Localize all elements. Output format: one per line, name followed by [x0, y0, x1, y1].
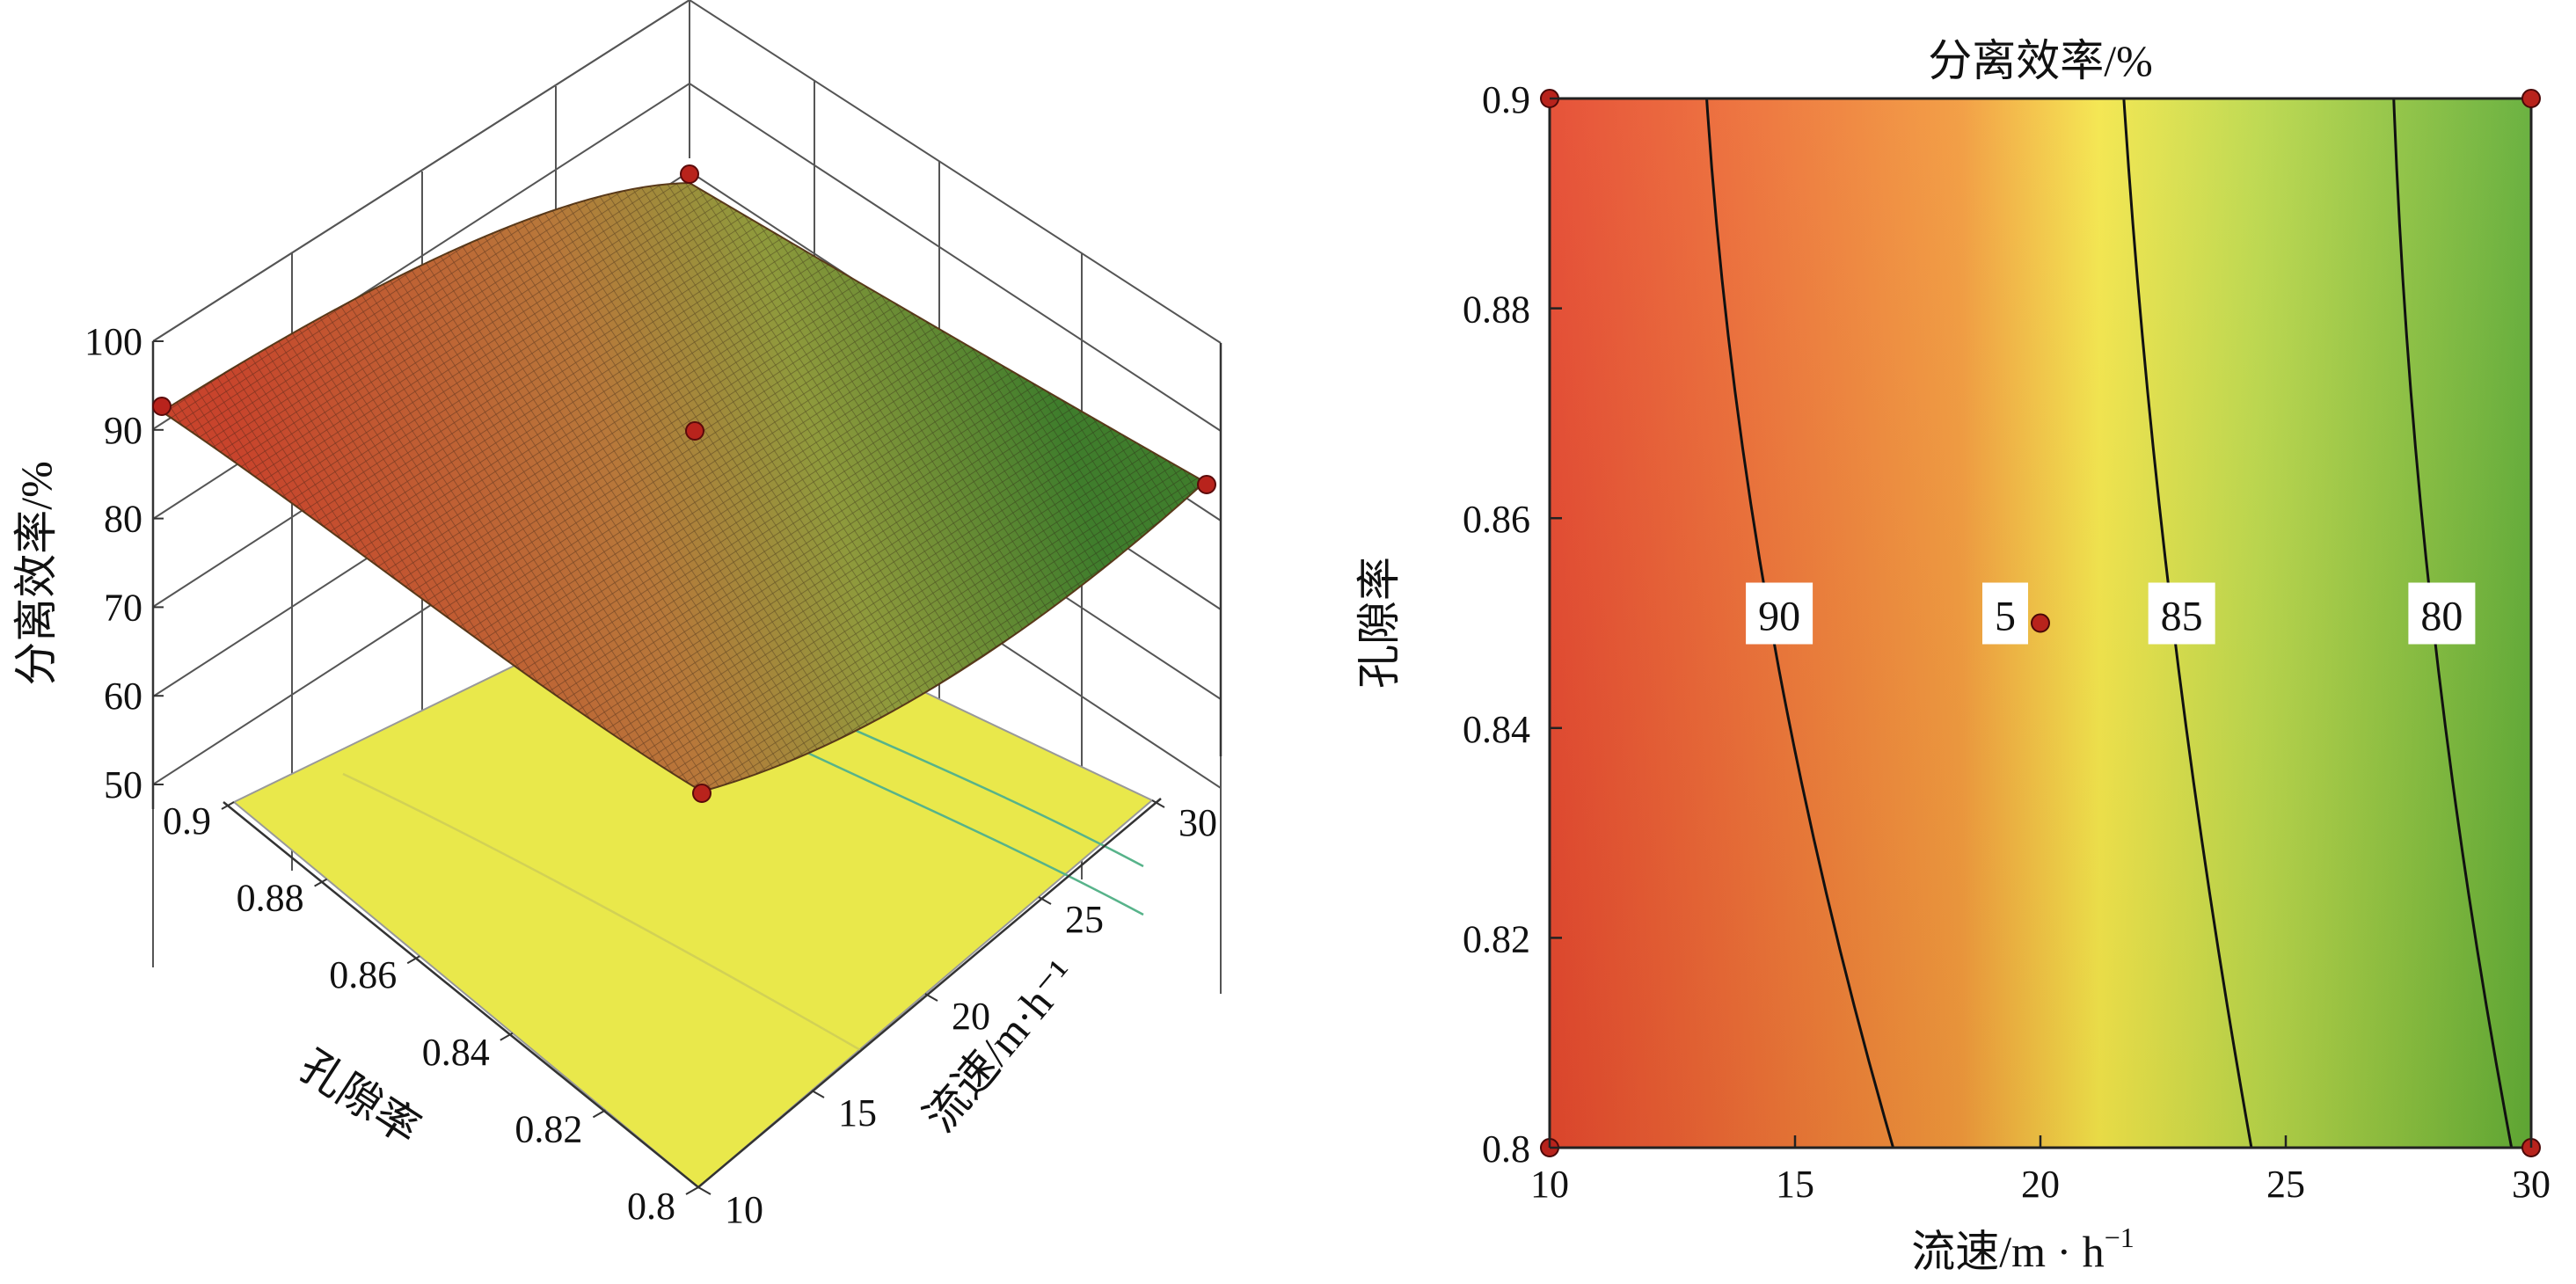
contour-y-tick: 0.9 — [1482, 78, 1562, 121]
surface-design-points — [152, 164, 1216, 803]
z-axis-ticks: 50 60 70 80 90 100 — [84, 320, 164, 806]
contour-x-tick-label: 10 — [1530, 1163, 1569, 1206]
x-tick-label: 20 — [952, 995, 990, 1038]
svg-text:85: 85 — [2161, 594, 2203, 640]
y-tick: 0.88 — [237, 877, 328, 920]
contour-title: 分离效率/% — [1928, 36, 2153, 85]
y-tick-label: 0.84 — [422, 1031, 490, 1074]
contour-x-axis-label: 流速/m · h−1 — [1911, 1222, 2134, 1276]
contour-x-tick: 15 — [1776, 1135, 1814, 1206]
z-tick: 100 — [84, 320, 164, 363]
z-tick: 70 — [104, 586, 164, 629]
contour-y-tick-label: 0.84 — [1463, 708, 1530, 751]
svg-text:80: 80 — [2420, 594, 2463, 640]
z-tick-label: 100 — [84, 320, 142, 363]
contour-x-tick-label: 15 — [1776, 1163, 1814, 1206]
surface-design-point — [1197, 475, 1216, 494]
contour-y-tick: 0.86 — [1463, 498, 1562, 541]
z-tick-label: 60 — [104, 675, 142, 718]
y-tick: 0.8 — [627, 1185, 699, 1228]
surface-design-point — [685, 421, 704, 441]
contour-x-ticks: 10 15 20 25 30 — [1530, 1135, 2550, 1206]
y-tick-label: 0.82 — [514, 1107, 582, 1150]
contour-y-tick-label: 0.86 — [1463, 498, 1530, 541]
surface-design-point — [152, 397, 171, 416]
x-tick: 20 — [924, 993, 990, 1038]
contour-design-point — [2031, 613, 2050, 633]
contour-center-label: 5 — [1982, 582, 2028, 645]
z-tick: 60 — [104, 675, 164, 718]
z-tick-label: 50 — [104, 763, 142, 806]
contour-plot: 分离效率/% 90 85 805 10 15 20 25 30 0.80.820.840.8… — [1354, 36, 2550, 1276]
contour-x-tick: 20 — [2021, 1135, 2060, 1206]
contour-x-axis-label-sup: −1 — [2105, 1222, 2135, 1253]
z-tick: 80 — [104, 498, 164, 541]
z-tick-label: 70 — [104, 586, 142, 629]
response-surface — [160, 181, 1207, 793]
z-tick: 50 — [104, 763, 164, 806]
y-tick-label: 0.86 — [329, 953, 397, 996]
z-axis-label: 分离效率/% — [11, 461, 61, 686]
contour-y-tick: 0.84 — [1463, 708, 1562, 751]
z-tick-label: 80 — [104, 498, 142, 541]
x-tick: 10 — [697, 1186, 763, 1231]
contour-label-80: 80 — [2408, 582, 2476, 645]
contour-x-axis-label-main: 流速/m · h — [1911, 1227, 2104, 1276]
contour-x-tick: 30 — [2512, 1135, 2550, 1206]
x-axis-ticks: 10 15 20 25 30 — [697, 799, 1217, 1231]
contour-label-90: 90 — [1746, 582, 1813, 645]
contour-label-85: 85 — [2148, 582, 2215, 645]
svg-text:5: 5 — [1995, 594, 2016, 640]
x-tick-label: 15 — [838, 1091, 877, 1134]
x-tick-label: 25 — [1065, 898, 1104, 941]
y-tick-label: 0.9 — [163, 799, 211, 843]
contour-labels: 90 85 80 5 — [1746, 582, 2476, 645]
y-tick: 0.82 — [514, 1107, 606, 1150]
y-tick: 0.84 — [422, 1031, 514, 1074]
contour-y-axis-label: 孔隙率 — [1354, 557, 1404, 689]
y-tick: 0.9 — [163, 799, 235, 843]
contour-y-tick: 0.82 — [1463, 917, 1562, 960]
svg-text:90: 90 — [1758, 594, 1800, 640]
x-tick: 25 — [1038, 896, 1104, 941]
contour-y-tick-label: 0.82 — [1463, 917, 1530, 960]
contour-x-tick-label: 30 — [2512, 1163, 2550, 1206]
z-tick: 90 — [104, 409, 164, 452]
x-tick-label: 30 — [1179, 801, 1217, 844]
surface-design-point — [692, 784, 712, 803]
y-axis-label: 孔隙率 — [291, 1040, 428, 1154]
x-tick: 15 — [811, 1090, 877, 1134]
contour-x-tick-label: 25 — [2266, 1163, 2305, 1206]
y-axis-ticks: 0.8 0.82 0.84 0.86 0.88 0.9 — [163, 799, 699, 1228]
y-tick-label: 0.88 — [237, 877, 304, 920]
contour-y-tick-label: 0.8 — [1482, 1127, 1530, 1171]
z-tick-label: 90 — [104, 409, 142, 452]
contour-x-tick: 25 — [2266, 1135, 2305, 1206]
surface-design-point — [680, 164, 699, 184]
y-tick-label: 0.8 — [627, 1185, 675, 1228]
contour-y-tick: 0.88 — [1463, 288, 1562, 332]
contour-x-tick-label: 20 — [2021, 1163, 2060, 1206]
contour-x-tick: 10 — [1530, 1135, 1569, 1206]
contour-y-tick: 0.8 — [1482, 1127, 1562, 1171]
contour-y-tick-label: 0.9 — [1482, 78, 1530, 121]
contour-y-tick-label: 0.88 — [1463, 288, 1530, 332]
y-tick: 0.86 — [329, 953, 420, 996]
x-tick-label: 10 — [725, 1188, 763, 1231]
contour-y-ticks: 0.8 0.82 0.84 0.86 0.88 0.9 — [1463, 78, 1562, 1171]
contour-design-point — [2521, 89, 2541, 108]
x-tick: 30 — [1151, 799, 1217, 844]
